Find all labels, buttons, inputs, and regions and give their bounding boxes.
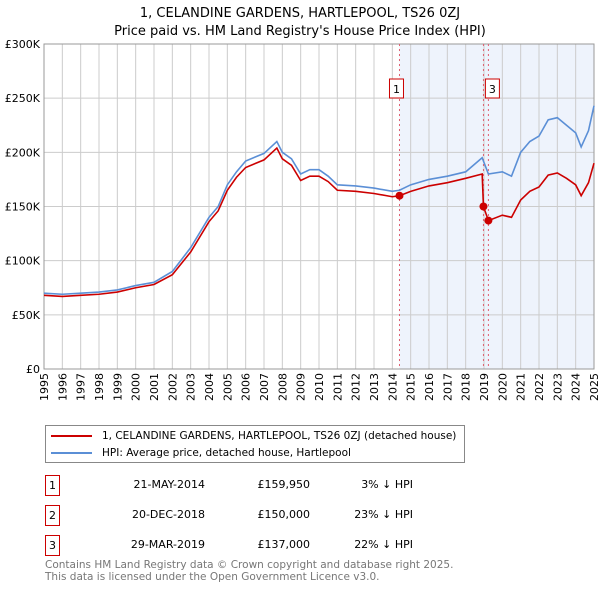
x-tick-label: 2012 bbox=[350, 373, 363, 401]
y-tick-label: £300K bbox=[5, 38, 41, 51]
sale-label: 3 bbox=[489, 83, 496, 96]
plot-area: 1995 1996 1997 1998 1999 2000 2001 2002 2003 2004… bbox=[5, 38, 600, 401]
legend-label: HPI: Average price, detached house, Hart… bbox=[102, 447, 351, 459]
x-tick-label: 2024 bbox=[570, 373, 583, 401]
x-tick-label: 2000 bbox=[130, 373, 143, 401]
chart-title: 1, CELANDINE GARDENS, HARTLEPOOL, TS26 0… bbox=[139, 6, 461, 21]
sale-point bbox=[395, 191, 404, 200]
sale-date: 29-MAR-2019 bbox=[130, 538, 205, 551]
y-tick-label: £200K bbox=[5, 146, 41, 159]
x-tick-label: 2011 bbox=[331, 373, 344, 401]
x-tick-label: 2018 bbox=[460, 373, 473, 401]
legend-item-hpi: HPI: Average price, detached house, Hart… bbox=[46, 445, 351, 461]
x-tick-label: 2003 bbox=[185, 373, 198, 401]
x-tick-label: 2004 bbox=[203, 373, 216, 401]
x-tick-label: 2020 bbox=[496, 373, 509, 401]
footer-line: This data is licensed under the Open Gov… bbox=[45, 571, 380, 583]
sale-label: 1 bbox=[393, 83, 400, 96]
x-tick-label: 2014 bbox=[386, 373, 399, 401]
series-line-property bbox=[43, 146, 595, 298]
sale-number: 2 bbox=[45, 505, 60, 526]
legend-swatch-blue bbox=[51, 452, 92, 454]
sale-number: 1 bbox=[45, 475, 60, 496]
x-tick-label: 2009 bbox=[295, 373, 308, 401]
series-line-hpi bbox=[43, 105, 595, 296]
x-tick-label: 2001 bbox=[148, 373, 161, 401]
y-tick-label: £0 bbox=[26, 363, 40, 376]
sale-point bbox=[479, 202, 488, 211]
sale-price: £137,000 bbox=[257, 538, 311, 551]
sale-date: 20-DEC-2018 bbox=[131, 508, 205, 521]
x-tick-label: 1997 bbox=[75, 373, 88, 401]
x-tick-label: 2015 bbox=[405, 373, 418, 401]
x-tick-label: 2022 bbox=[533, 373, 546, 401]
legend-swatch-red bbox=[51, 435, 92, 437]
y-tick-label: £150K bbox=[5, 201, 41, 214]
x-tick-label: 2023 bbox=[551, 373, 564, 401]
sale-point bbox=[484, 216, 493, 225]
y-tick-label: £100K bbox=[5, 255, 41, 268]
y-tick-label: £250K bbox=[5, 92, 41, 105]
sale-price: £159,950 bbox=[257, 478, 311, 491]
chart-subtitle: Price paid vs. HM Land Registry's House … bbox=[114, 24, 486, 39]
plot-border bbox=[43, 43, 595, 370]
x-tick-label: 2010 bbox=[313, 373, 326, 401]
footer: Contains HM Land Registry data © Crown c… bbox=[45, 559, 453, 583]
sale-label-box bbox=[388, 78, 404, 99]
x-tick-label: 2016 bbox=[423, 373, 436, 401]
x-tick-label: 2025 bbox=[588, 373, 600, 401]
x-tick-label: 2006 bbox=[240, 373, 253, 401]
x-tick-label: 2013 bbox=[368, 373, 381, 401]
x-tick-label: 2019 bbox=[478, 373, 491, 401]
sale-hpi-diff: 23% ↓ HPI bbox=[354, 508, 413, 521]
x-tick-label: 2008 bbox=[276, 373, 289, 401]
sale-date: 21-MAY-2014 bbox=[133, 478, 205, 491]
legend: 1, CELANDINE GARDENS, HARTLEPOOL, TS26 0… bbox=[45, 425, 465, 463]
sale-hpi-diff: 3% ↓ HPI bbox=[361, 478, 413, 491]
x-tick-label: 1999 bbox=[111, 373, 124, 401]
x-tick-label: 1996 bbox=[56, 373, 69, 401]
sale-hpi-diff: 22% ↓ HPI bbox=[354, 538, 413, 551]
legend-label: 1, CELANDINE GARDENS, HARTLEPOOL, TS26 0… bbox=[102, 430, 457, 442]
x-tick-label: 1995 bbox=[38, 373, 51, 401]
sale-price: £150,000 bbox=[257, 508, 311, 521]
sale-label-box bbox=[484, 78, 500, 99]
sale-number: 3 bbox=[45, 535, 60, 556]
x-tick-label: 2021 bbox=[515, 373, 528, 401]
y-tick-label: £50K bbox=[12, 309, 41, 322]
x-tick-label: 2017 bbox=[441, 373, 454, 401]
x-tick-label: 2002 bbox=[166, 373, 179, 401]
x-tick-label: 2005 bbox=[221, 373, 234, 401]
footer-line: Contains HM Land Registry data © Crown c… bbox=[45, 559, 454, 571]
legend-item-property: 1, CELANDINE GARDENS, HARTLEPOOL, TS26 0… bbox=[46, 428, 456, 444]
x-tick-label: 1998 bbox=[93, 373, 106, 401]
x-tick-label: 2007 bbox=[258, 373, 271, 401]
